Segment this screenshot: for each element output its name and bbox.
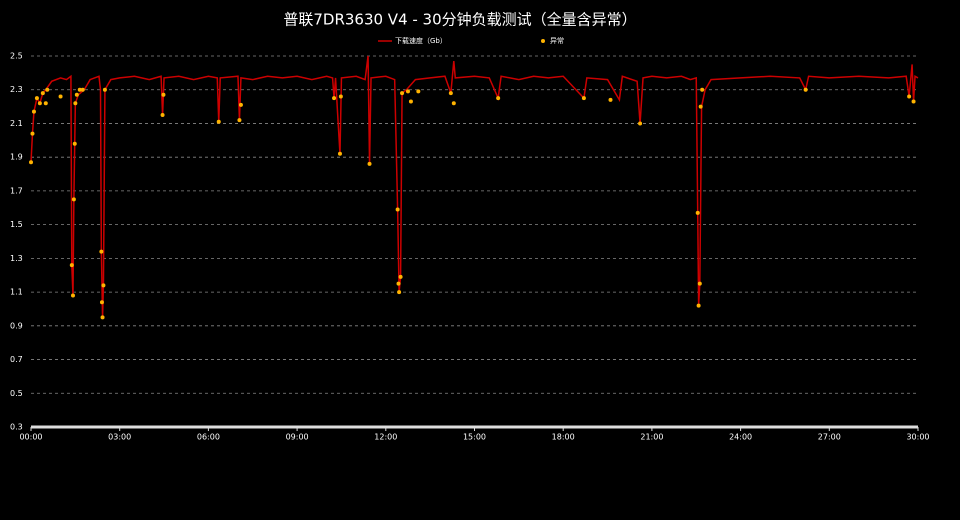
anomaly-point xyxy=(100,315,105,320)
anomaly-point xyxy=(40,91,45,96)
x-tick-label: 03:00 xyxy=(108,433,131,442)
x-tick-label: 24:00 xyxy=(729,433,752,442)
anomaly-point xyxy=(43,101,48,106)
anomaly-point xyxy=(400,91,405,96)
anomaly-point xyxy=(448,91,453,96)
anomaly-point xyxy=(695,210,700,215)
anomaly-point xyxy=(31,109,36,114)
x-tick-label: 12:00 xyxy=(374,433,397,442)
anomaly-point xyxy=(698,104,703,109)
anomaly-point xyxy=(58,94,63,99)
x-tick-label: 15:00 xyxy=(463,433,486,442)
anomaly-point xyxy=(80,87,85,92)
anomaly-point xyxy=(237,118,242,123)
x-tick-label: 06:00 xyxy=(197,433,220,442)
y-tick-label: 2.5 xyxy=(10,52,23,61)
x-tick-label: 09:00 xyxy=(286,433,309,442)
y-tick-label: 0.3 xyxy=(10,423,23,432)
anomaly-point xyxy=(77,87,82,92)
y-tick-label: 0.9 xyxy=(10,321,23,330)
y-tick-label: 2.1 xyxy=(10,119,23,128)
anomaly-point xyxy=(405,89,410,94)
anomaly-point xyxy=(396,281,401,286)
x-tick-label: 00:00 xyxy=(19,433,42,442)
anomaly-point xyxy=(332,96,337,101)
legend-label: 异常 xyxy=(550,36,564,45)
anomaly-point xyxy=(216,119,221,124)
anomaly-point xyxy=(71,197,76,202)
anomaly-point xyxy=(397,290,402,295)
anomaly-point xyxy=(161,92,166,97)
anomaly-point xyxy=(238,102,243,107)
x-tick-label: 27:00 xyxy=(818,433,841,442)
anomaly-point xyxy=(72,141,77,146)
x-tick-label: 18:00 xyxy=(552,433,575,442)
anomaly-point xyxy=(700,87,705,92)
anomaly-point xyxy=(907,94,912,99)
anomaly-point xyxy=(74,92,79,97)
anomaly-point xyxy=(338,94,343,99)
anomaly-point xyxy=(398,274,403,279)
y-tick-label: 1.3 xyxy=(10,254,23,263)
anomaly-point xyxy=(496,96,501,101)
anomaly-point xyxy=(696,303,701,308)
chart-title: 普联7DR3630 V4 - 30分钟负载测试（全量含异常） xyxy=(283,11,636,29)
anomaly-point xyxy=(803,87,808,92)
anomaly-point xyxy=(367,161,372,166)
anomaly-point xyxy=(34,96,39,101)
y-tick-label: 1.9 xyxy=(10,153,23,162)
line xyxy=(30,55,919,318)
y-tick-label: 0.7 xyxy=(10,355,23,364)
anomaly-point xyxy=(69,263,74,268)
y-tick-label: 0.5 xyxy=(10,389,23,398)
x-tick-label: 30:00 xyxy=(906,433,929,442)
anomaly-point xyxy=(395,207,400,212)
anomaly-point xyxy=(581,96,586,101)
anomaly-point xyxy=(29,160,33,165)
anomaly-point xyxy=(416,89,421,94)
y-tick-label: 1.1 xyxy=(10,288,23,297)
anomaly-point xyxy=(101,283,106,288)
anomaly-point xyxy=(30,131,35,136)
anomaly-point xyxy=(102,87,107,92)
anomaly-point xyxy=(408,99,413,104)
legend-swatch xyxy=(541,39,545,43)
anomaly-point xyxy=(70,293,75,298)
anomaly-point xyxy=(99,300,104,305)
anomaly-point xyxy=(911,99,916,104)
x-tick-label: 21:00 xyxy=(640,433,663,442)
anomaly-point xyxy=(73,101,78,106)
anomaly-point xyxy=(697,281,702,286)
y-tick-label: 1.5 xyxy=(10,220,23,229)
y-tick-label: 2.3 xyxy=(10,85,23,94)
anomaly-point xyxy=(37,101,42,106)
legend-label: 下载速度（Gb） xyxy=(395,36,447,45)
anomaly-point xyxy=(45,87,50,92)
anomaly-point xyxy=(337,151,342,156)
anomaly-point xyxy=(451,101,456,106)
anomaly-point xyxy=(608,97,613,102)
anomaly-point xyxy=(160,113,165,118)
y-tick-label: 1.7 xyxy=(10,186,23,195)
anomaly-point xyxy=(99,249,104,254)
anomaly-point xyxy=(638,121,643,126)
